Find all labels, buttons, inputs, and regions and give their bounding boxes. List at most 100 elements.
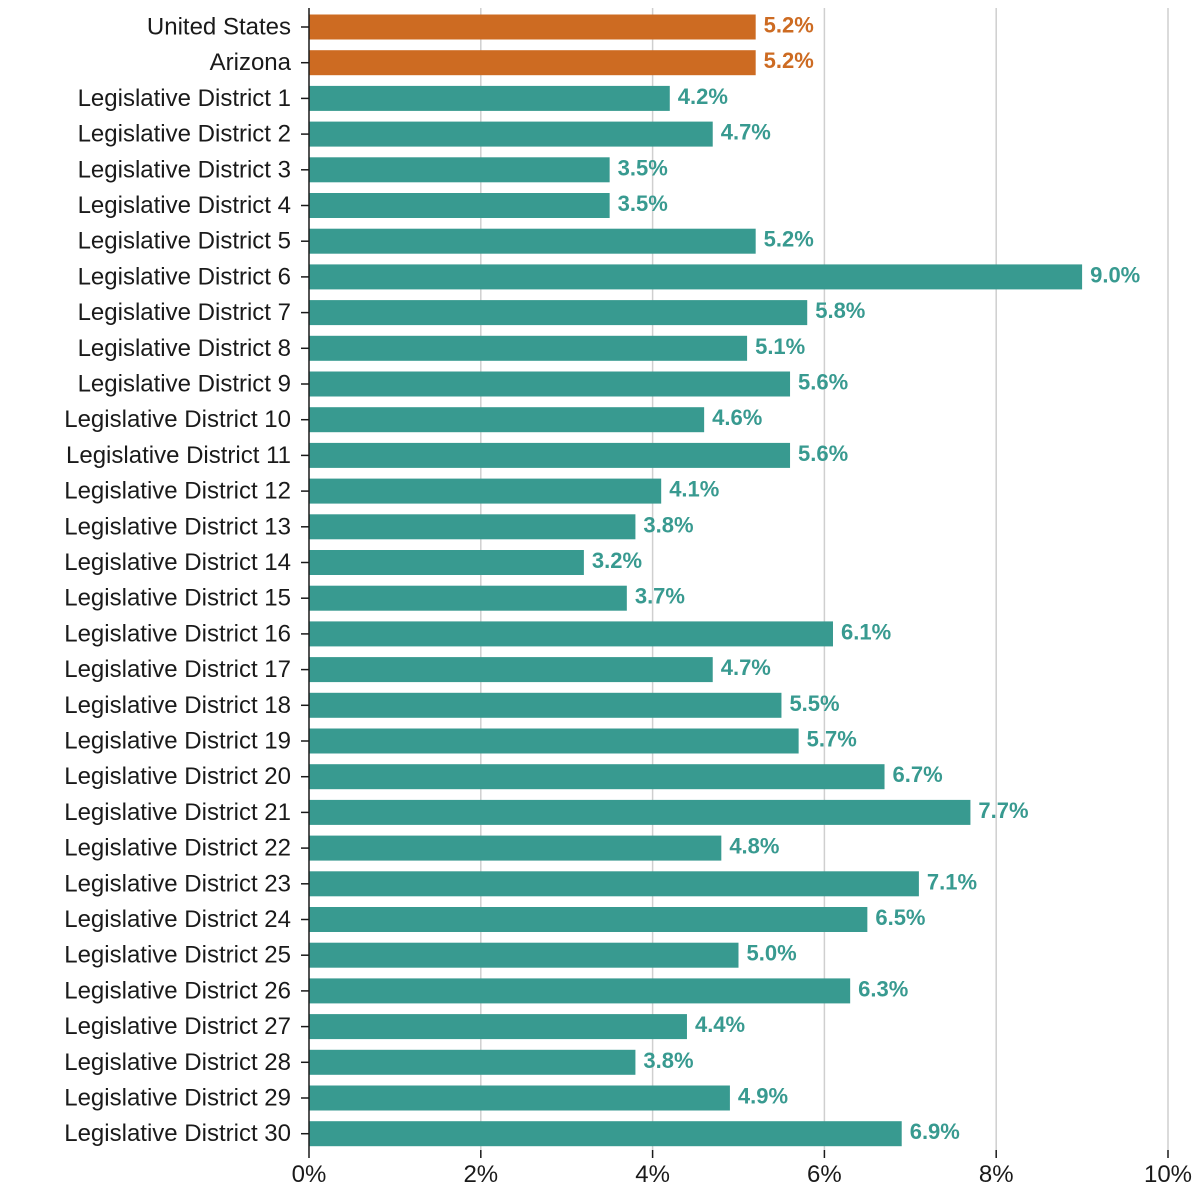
bar-12 (309, 407, 705, 433)
value-label-13: 5.6% (798, 441, 848, 466)
value-label-22: 6.7% (893, 762, 943, 787)
bar-23 (309, 799, 971, 825)
x-axis: 0% 2% 4% 6% 8% 10% (292, 8, 1192, 1188)
x-tick-label-2: 4% (635, 1161, 670, 1188)
bar-14 (309, 478, 662, 504)
category-label-30: Legislative District 28 (64, 1049, 291, 1076)
value-label-32: 6.9% (910, 1119, 960, 1144)
x-tick-label-3: 6% (807, 1161, 842, 1188)
bar-9 (309, 300, 808, 326)
bar-10 (309, 335, 748, 361)
category-label-10: Legislative District 8 (78, 335, 291, 362)
value-label-12: 4.6% (712, 405, 762, 430)
bar-5 (309, 157, 610, 183)
value-label-25: 7.1% (927, 869, 977, 894)
category-label-16: Legislative District 14 (64, 549, 291, 576)
bar-22 (309, 764, 885, 790)
value-label-21: 5.7% (807, 727, 857, 752)
category-label-13: Legislative District 11 (66, 442, 291, 469)
value-label-28: 6.3% (858, 976, 908, 1001)
category-label-19: Legislative District 17 (64, 656, 291, 683)
bar-15 (309, 514, 636, 540)
category-label-31: Legislative District 29 (64, 1085, 291, 1112)
bar-13 (309, 442, 791, 468)
bar-31 (309, 1085, 730, 1111)
value-label-5: 3.5% (618, 155, 668, 180)
value-label-7: 5.2% (764, 227, 814, 252)
category-label-14: Legislative District 12 (64, 478, 291, 505)
category-label-6: Legislative District 4 (78, 192, 291, 219)
value-label-9: 5.8% (815, 298, 865, 323)
bar-16 (309, 550, 584, 575)
x-tick-label-4: 8% (979, 1161, 1014, 1188)
bar-30 (309, 1049, 636, 1075)
category-label-22: Legislative District 20 (64, 763, 291, 790)
category-label-18: Legislative District 16 (64, 620, 291, 647)
value-labels: 5.2% 5.2% 4.2% 4.7% 3.5% 3.5% 5.2% 9.0% 5.8% 5.1%… (592, 13, 1140, 1145)
value-label-31: 4.9% (738, 1084, 788, 1109)
bar-28 (309, 978, 851, 1004)
bars (309, 14, 1083, 1147)
value-label-2: 5.2% (764, 48, 814, 73)
x-tick-label-1: 2% (463, 1161, 498, 1188)
category-label-25: Legislative District 23 (64, 870, 291, 897)
bar-4 (309, 121, 713, 147)
bar-17 (309, 585, 627, 611)
value-label-30: 3.8% (643, 1048, 693, 1073)
value-label-17: 3.7% (635, 584, 685, 609)
value-label-4: 4.7% (721, 120, 771, 145)
value-label-1: 5.2% (764, 13, 814, 38)
category-label-4: Legislative District 2 (78, 121, 291, 148)
category-label-20: Legislative District 18 (64, 692, 291, 719)
value-label-29: 4.4% (695, 1012, 745, 1037)
value-label-15: 3.8% (643, 512, 693, 537)
value-label-16: 3.2% (592, 548, 642, 573)
value-label-8: 9.0% (1090, 262, 1140, 287)
category-label-29: Legislative District 27 (64, 1013, 291, 1040)
bar-19 (309, 657, 713, 683)
category-label-17: Legislative District 15 (64, 585, 291, 612)
category-label-3: Legislative District 1 (78, 85, 291, 112)
bar-6 (309, 193, 610, 218)
category-label-24: Legislative District 22 (64, 835, 291, 862)
bar-25 (309, 871, 919, 897)
value-label-14: 4.1% (669, 477, 719, 502)
category-label-15: Legislative District 13 (64, 513, 291, 540)
category-label-28: Legislative District 26 (64, 977, 291, 1004)
value-label-6: 3.5% (618, 191, 668, 216)
bar-21 (309, 728, 799, 754)
bar-3 (309, 85, 670, 111)
value-label-23: 7.7% (978, 798, 1028, 823)
category-label-8: Legislative District 6 (78, 263, 291, 290)
value-label-11: 5.6% (798, 370, 848, 395)
value-label-24: 4.8% (729, 834, 779, 859)
category-label-21: Legislative District 19 (64, 728, 291, 755)
value-label-18: 6.1% (841, 619, 891, 644)
category-label-7: Legislative District 5 (78, 228, 291, 255)
bar-18 (309, 621, 833, 647)
category-label-32: Legislative District 30 (64, 1120, 291, 1147)
x-tick-label-0: 0% (292, 1161, 327, 1188)
category-labels: United States Arizona Legislative District… (64, 14, 309, 1147)
bar-29 (309, 1014, 687, 1040)
category-label-5: Legislative District 3 (78, 156, 291, 183)
bar-2 (309, 50, 756, 76)
category-label-12: Legislative District 10 (64, 406, 291, 433)
value-label-3: 4.2% (678, 84, 728, 109)
category-label-11: Legislative District 9 (78, 371, 291, 398)
bar-20 (309, 692, 782, 718)
bar-26 (309, 907, 868, 932)
category-label-9: Legislative District 7 (78, 299, 291, 326)
value-label-20: 5.5% (789, 691, 839, 716)
category-label-1: United States (147, 14, 291, 41)
bar-24 (309, 835, 722, 861)
category-label-23: Legislative District 21 (64, 799, 291, 826)
bar-1 (309, 14, 756, 40)
category-label-26: Legislative District 24 (64, 906, 291, 933)
bar-27 (309, 942, 739, 968)
bar-8 (309, 264, 1083, 290)
value-label-26: 6.5% (875, 905, 925, 930)
x-tick-label-5: 10% (1144, 1161, 1192, 1188)
bar-32 (309, 1121, 902, 1147)
